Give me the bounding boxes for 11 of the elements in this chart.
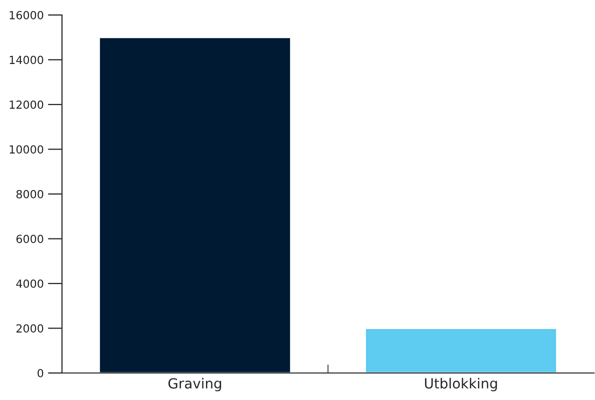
y-tick-label: 8000 (16, 190, 44, 198)
y-tick-label: 16000 (10, 10, 44, 20)
y-tick-label: 0 (38, 368, 44, 378)
y-tick-label: 12000 (10, 100, 44, 109)
x-tick-label: Graving (168, 378, 222, 392)
y-tick-label: 14000 (10, 56, 44, 64)
y-tick-label: 4000 (16, 279, 44, 288)
y-tick-label: 6000 (16, 234, 44, 244)
y-tick-label: 10000 (10, 145, 44, 154)
y-tick-label: 2000 (16, 324, 44, 333)
x-tick-label: Utblokking (425, 378, 497, 392)
